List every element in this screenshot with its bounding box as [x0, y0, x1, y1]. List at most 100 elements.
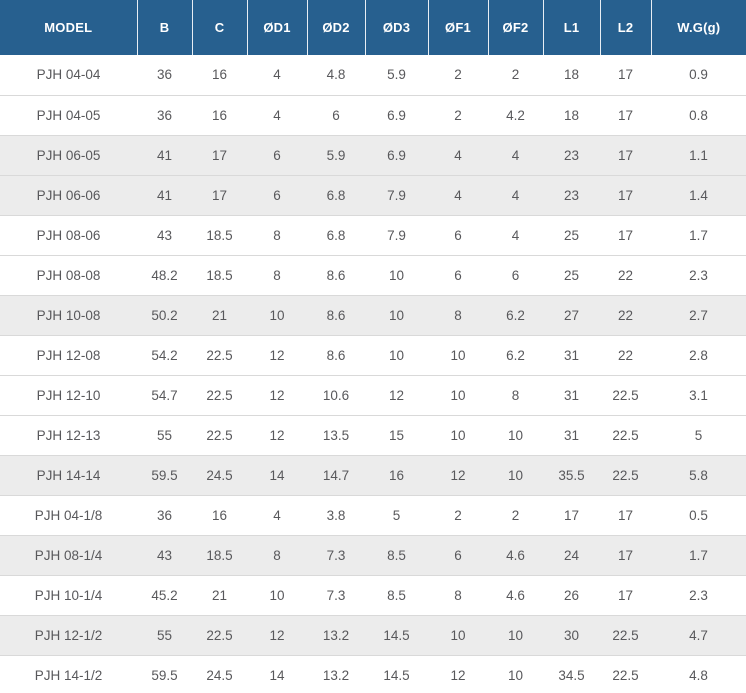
cell-model: PJH 04-1/8	[34, 507, 103, 523]
header-row: MODEL B C ØD1 ØD2 ØD3 ØF1 ØF2 L1 L2 W.G(g)	[0, 0, 746, 55]
cell-d2: 7.3	[326, 547, 346, 563]
cell-l2: 22	[617, 307, 634, 323]
cell-model: PJH 14-1/2	[34, 667, 103, 683]
cell-b: 36	[156, 507, 173, 523]
cell-d3: 14.5	[383, 627, 410, 643]
table-row: PJH 04-1/8 36 16 4 3.8 5 2 2 17 17 0.5	[0, 495, 746, 535]
cell-model: PJH 12-13	[36, 427, 101, 443]
cell-b: 50.2	[151, 307, 178, 323]
cell-c: 18.5	[206, 227, 233, 243]
cell-l2: 17	[617, 67, 634, 83]
cell-f1: 10	[450, 427, 466, 443]
cell-c: 18.5	[206, 547, 233, 563]
cell-b: 55	[156, 427, 173, 443]
cell-w-g-g: 1.4	[689, 187, 708, 203]
cell-model: PJH 08-1/4	[34, 547, 103, 563]
cell-f2: 4.6	[506, 547, 525, 563]
cell-l2: 22.5	[612, 387, 639, 403]
cell-f2: 10	[507, 667, 524, 683]
cell-c: 18.5	[206, 267, 233, 283]
cell-f2: 6	[511, 267, 520, 283]
cell-b: 43	[156, 227, 173, 243]
table-row: PJH 04-05 36 16 4 6 6.9 2 4.2 18 17 0.8	[0, 95, 746, 135]
cell-f1: 12	[450, 467, 466, 483]
cell-d2: 8.6	[326, 267, 346, 283]
cell-l1: 25	[563, 267, 580, 283]
cell-f2: 2	[511, 507, 520, 523]
cell-d3: 5.9	[387, 67, 406, 83]
table-row: PJH 12-08 54.2 22.5 12 8.6 10 10 6.2 31 22 2.8	[0, 335, 746, 375]
cell-f1: 10	[450, 347, 466, 363]
cell-l1: 30	[563, 627, 580, 643]
cell-c: 24.5	[206, 667, 233, 683]
cell-c: 21	[211, 307, 228, 323]
table-row: PJH 12-13 55 22.5 12 13.5 15 10 10 31 22.5 5	[0, 415, 746, 455]
cell-f2: 8	[511, 387, 520, 403]
cell-model: PJH 12-1/2	[34, 627, 103, 643]
cell-d2: 14.7	[322, 467, 350, 483]
cell-c: 16	[211, 67, 228, 83]
cell-l2: 17	[617, 107, 634, 123]
cell-model: PJH 04-04	[36, 67, 101, 83]
cell-d3: 8.5	[387, 547, 406, 563]
cell-w-g-g: 2.3	[689, 587, 708, 603]
cell-l1: 18	[563, 107, 580, 123]
cell-d1: 6	[273, 147, 281, 163]
cell-model: PJH 10-08	[36, 307, 101, 323]
cell-l1: 17	[563, 507, 580, 523]
cell-c: 22.5	[206, 627, 233, 643]
cell-w-g-g: 1.7	[689, 547, 708, 563]
cell-l2: 22.5	[612, 667, 639, 683]
cell-l2: 22	[617, 347, 634, 363]
column-header-w-g-g: W.G(g)	[651, 0, 746, 55]
cell-f2: 4	[511, 227, 520, 243]
cell-b: 59.5	[151, 467, 178, 483]
cell-c: 21	[211, 587, 228, 603]
cell-f1: 10	[450, 387, 466, 403]
column-header-l1: L1	[543, 0, 601, 55]
cell-d3: 15	[388, 427, 405, 443]
cell-d3: 6.9	[387, 107, 406, 123]
cell-d2: 3.8	[326, 507, 346, 523]
cell-l2: 17	[617, 507, 634, 523]
cell-model: PJH 06-05	[36, 147, 101, 163]
cell-d1: 12	[269, 627, 285, 643]
cell-l1: 23	[563, 147, 580, 163]
column-header-f1: ØF1	[428, 0, 489, 55]
cell-d1: 10	[269, 587, 285, 603]
cell-b: 48.2	[151, 267, 178, 283]
cell-w-g-g: 5.8	[689, 467, 708, 483]
cell-d3: 7.9	[387, 227, 406, 243]
table-row: PJH 04-04 36 16 4 4.8 5.9 2 2 18 17 0.9	[0, 55, 746, 95]
table-header: MODEL B C ØD1 ØD2 ØD3 ØF1 ØF2 L1 L2 W.G(g)	[0, 0, 746, 55]
cell-l1: 34.5	[558, 667, 585, 683]
table-row: PJH 14-1/2 59.5 24.5 14 13.2 14.5 12 10 34.5 22.5…	[0, 655, 746, 693]
cell-d1: 14	[269, 667, 285, 683]
cell-b: 36	[156, 107, 173, 123]
cell-d2: 6.8	[326, 227, 346, 243]
cell-f2: 4.6	[506, 587, 525, 603]
cell-d1: 12	[269, 347, 285, 363]
cell-f1: 4	[454, 187, 462, 203]
cell-d2: 13.2	[322, 667, 350, 683]
column-header-d3: ØD3	[365, 0, 429, 55]
table-row: PJH 06-06 41 17 6 6.8 7.9 4 4 23 17 1.4	[0, 175, 746, 215]
cell-f1: 6	[454, 547, 462, 563]
cell-d1: 10	[269, 307, 285, 323]
cell-l1: 31	[563, 387, 580, 403]
cell-w-g-g: 2.7	[689, 307, 708, 323]
cell-c: 17	[211, 147, 228, 163]
cell-w-g-g: 2.8	[689, 347, 708, 363]
cell-d3: 12	[388, 387, 405, 403]
cell-model: PJH 08-06	[36, 227, 101, 243]
cell-d2: 13.5	[322, 427, 350, 443]
table-row: PJH 06-05 41 17 6 5.9 6.9 4 4 23 17 1.1	[0, 135, 746, 175]
cell-f1: 8	[454, 307, 462, 323]
cell-l1: 23	[563, 187, 580, 203]
table-body: PJH 04-04 36 16 4 4.8 5.9 2 2 18 17 0.9 PJH 04-05 36…	[0, 55, 746, 693]
cell-l1: 26	[563, 587, 580, 603]
cell-d1: 12	[269, 387, 285, 403]
cell-w-g-g: 0.8	[689, 107, 708, 123]
cell-b: 55	[156, 627, 173, 643]
cell-d3: 5	[392, 507, 401, 523]
